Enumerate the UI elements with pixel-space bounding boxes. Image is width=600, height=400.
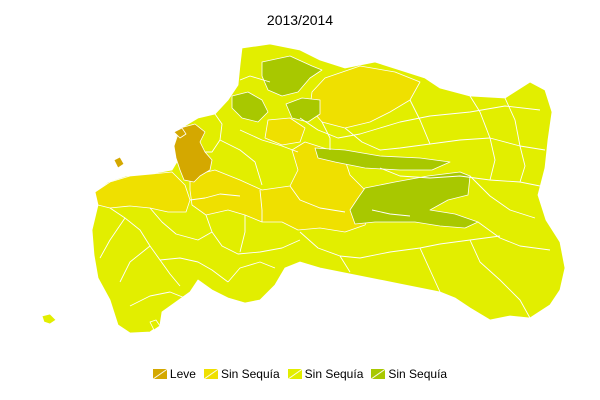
region-coast-bit (149, 319, 161, 331)
legend-swatch-leve (152, 369, 167, 379)
legend-label: Sin Sequía (220, 367, 280, 381)
legend-label: Leve (169, 367, 196, 381)
legend-label: Sin Sequía (388, 367, 448, 381)
map-legend: Leve Sin Sequía Sin Sequía Sin Sequía (0, 367, 600, 381)
legend-item-sin-sequia-3: Sin Sequía (371, 367, 447, 381)
region-green-east-1 (314, 147, 451, 171)
region-leve-islet (173, 127, 187, 139)
legend-item-sin-sequia-2: Sin Sequía (287, 367, 364, 381)
region-southwest-isle (41, 313, 57, 325)
legend-item-leve: Leve (152, 367, 196, 381)
map-title: 2013/2014 (266, 12, 334, 28)
region-green-north-3 (285, 97, 321, 123)
region-green-north-1 (261, 55, 323, 97)
region-leve-small-isle (113, 156, 125, 169)
region-west-coast (94, 171, 191, 213)
legend-label: Sin Sequía (304, 367, 364, 381)
region-green-north-2 (231, 91, 269, 123)
commune-borders (99, 75, 551, 319)
legend-swatch-sin-sequia-2 (287, 369, 302, 379)
region-north-strip (264, 117, 306, 146)
legend-swatch-sin-sequia-1 (203, 369, 218, 379)
legend-item-sin-sequia-1: Sin Sequía (203, 367, 280, 381)
region-leve-coast (173, 123, 213, 183)
legend-swatch-sin-sequia-3 (371, 369, 386, 379)
